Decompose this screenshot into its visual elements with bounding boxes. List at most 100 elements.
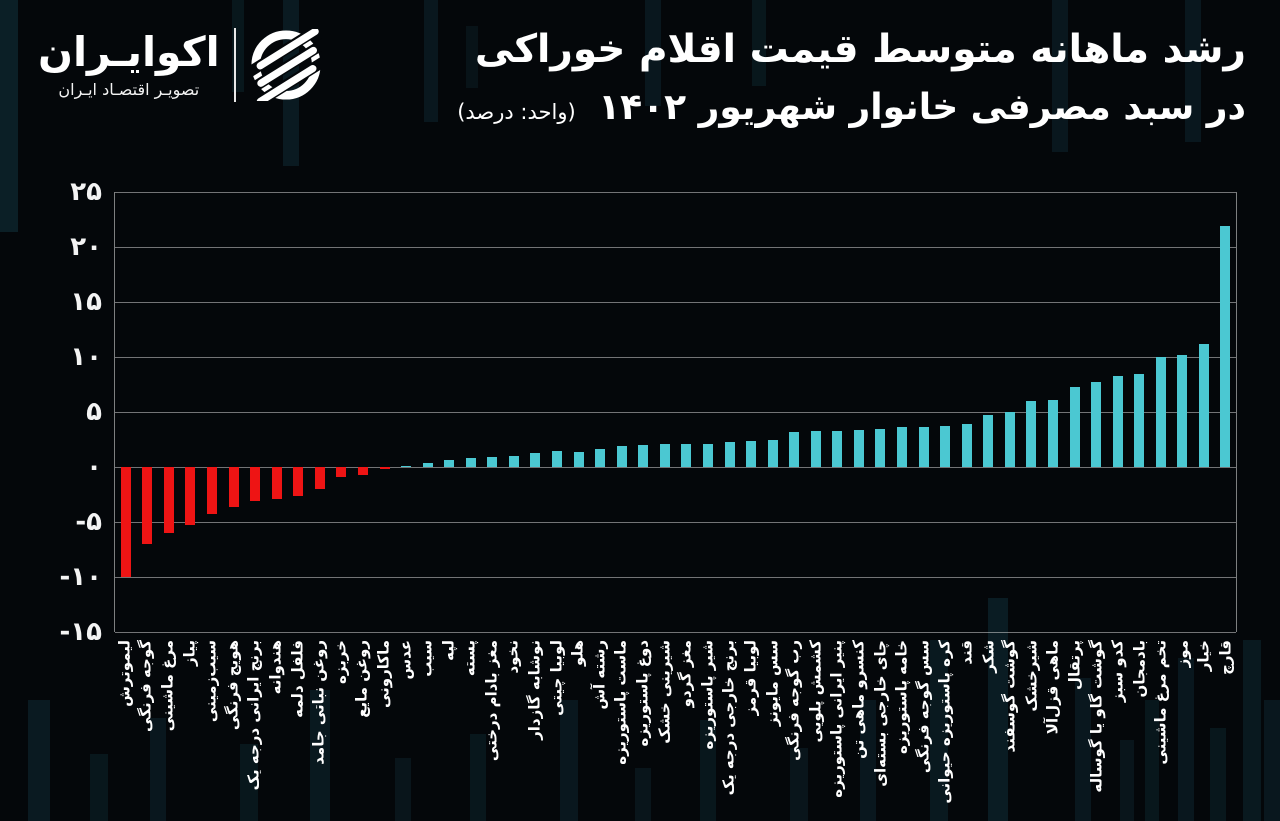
x-tick-label: لوبیا قرمز — [741, 640, 760, 716]
x-slot: پیاز — [179, 640, 201, 820]
x-tick-label: لوبیا چیتی — [547, 640, 566, 716]
bar — [616, 446, 627, 467]
bar — [1177, 354, 1188, 467]
bg-stripe — [424, 0, 438, 122]
x-slot: شکر — [978, 640, 1000, 820]
bar — [293, 467, 304, 496]
bar-slot — [978, 192, 1000, 632]
bar — [875, 428, 886, 467]
bar-slot — [395, 192, 417, 632]
x-tick-label: لپه — [439, 640, 458, 661]
x-slot: فلفل دلمه — [287, 640, 309, 820]
bar — [1091, 382, 1102, 467]
bar-slot — [525, 192, 547, 632]
bar — [163, 467, 174, 533]
x-tick-label: کنسرو ماهی تن — [849, 640, 868, 759]
x-tick-label: ماست پاستوریزه — [611, 640, 630, 765]
x-slot: پسته — [460, 640, 482, 820]
bar — [702, 443, 713, 467]
bar-slot — [1107, 192, 1129, 632]
gridline — [115, 577, 1236, 578]
bar — [120, 467, 131, 577]
x-tick-label: بادمجان — [1130, 640, 1149, 698]
x-tick-label: گوشت گاو یا گوساله — [1087, 640, 1106, 793]
bar-slot — [288, 192, 310, 632]
x-slot: موز — [1172, 640, 1194, 820]
x-slot: سیب — [416, 640, 438, 820]
bar-slot — [589, 192, 611, 632]
bar — [767, 439, 778, 467]
x-slot: کدو سبز — [1107, 640, 1129, 820]
x-slot: برنج ایرانی درجه یک — [244, 640, 266, 820]
x-slot: نخود — [503, 640, 525, 820]
bar-slot — [374, 192, 396, 632]
x-slot: روغن نباتی جامد — [308, 640, 330, 820]
bar-slot — [1021, 192, 1043, 632]
x-tick-label: تخم مرغ ماشینی — [1151, 640, 1170, 765]
bar-slot — [309, 192, 331, 632]
bar-slot — [934, 192, 956, 632]
x-tick-label: سس گوجه فرنگی — [914, 640, 933, 774]
bar-slot — [1042, 192, 1064, 632]
bar — [961, 424, 972, 467]
x-tick-label: خیار — [1194, 640, 1213, 672]
x-slot: لوبیا قرمز — [740, 640, 762, 820]
bar — [401, 465, 412, 467]
chart-unit-label: (واحد: درصد) — [457, 99, 576, 124]
x-axis: لیموترش گوجه فرنگی مرغ ماشینی پیاز سیب‌زمینی… — [114, 640, 1237, 820]
x-slot: هلو — [567, 640, 589, 820]
x-tick-label: ماکارونی — [374, 640, 393, 709]
bar — [897, 427, 908, 467]
bar-slot — [158, 192, 180, 632]
bar — [810, 430, 821, 467]
x-slot: لپه — [438, 640, 460, 820]
bar — [789, 431, 800, 467]
x-tick-label: پیاز — [180, 640, 199, 667]
x-tick-label: پنیر ایرانی پاستوریزه — [827, 640, 846, 798]
bar — [530, 452, 541, 467]
bar — [573, 451, 584, 467]
bar-slot — [719, 192, 741, 632]
bar — [853, 429, 864, 467]
bar-slot — [1064, 192, 1086, 632]
bar — [142, 467, 153, 544]
x-slot: گوشت گاو یا گوساله — [1086, 640, 1108, 820]
gridline — [115, 412, 1236, 413]
x-tick-label: نوشابه گازدار — [525, 640, 544, 740]
bar — [271, 467, 282, 499]
x-slot: شیرینی خشک — [654, 640, 676, 820]
x-slot: پنیر ایرانی پاستوریزه — [827, 640, 849, 820]
bar — [1069, 386, 1080, 467]
x-slot: روغن مایع — [352, 640, 374, 820]
bar-slot — [137, 192, 159, 632]
bar — [207, 467, 218, 515]
bars-layer — [115, 192, 1236, 632]
bar-slot — [783, 192, 805, 632]
bar-slot — [460, 192, 482, 632]
brand: اکوایـران تصویـر اقتصـاد ایـران — [38, 28, 322, 102]
x-tick-label: رب گوجه فرنگی — [784, 640, 803, 761]
x-slot: نوشابه گازدار — [524, 640, 546, 820]
x-slot: رشته آش — [589, 640, 611, 820]
bar — [681, 443, 692, 467]
bar-slot — [244, 192, 266, 632]
chart-title-line2-text: در سبد مصرفی خانوار شهریور ۱۴۰۲ — [598, 86, 1246, 128]
bar-slot — [352, 192, 374, 632]
x-slot: کنسرو ماهی تن — [848, 640, 870, 820]
bar-slot — [201, 192, 223, 632]
bar-slot — [568, 192, 590, 632]
y-tick-label: ۰ — [86, 452, 102, 482]
bar — [1004, 412, 1015, 467]
bar-slot — [1150, 192, 1172, 632]
brand-divider — [233, 28, 236, 102]
x-slot: چای خارجی بسته‌ای — [870, 640, 892, 820]
x-tick-label: هلو — [568, 640, 587, 666]
y-tick-label: ۱۵ — [70, 287, 102, 317]
bar-slot — [633, 192, 655, 632]
x-tick-label: نخود — [503, 640, 522, 674]
gridline — [115, 522, 1236, 523]
x-tick-label: ماهی قزل‌آلا — [1043, 640, 1062, 735]
bar-slot — [740, 192, 762, 632]
x-tick-label: روغن نباتی جامد — [309, 640, 328, 765]
bar — [444, 460, 455, 467]
